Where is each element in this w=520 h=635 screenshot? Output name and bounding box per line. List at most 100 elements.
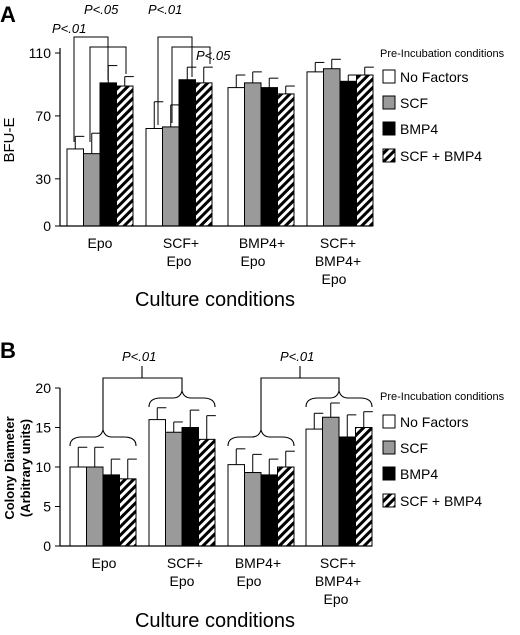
- panel-b-category-label: SCF+ BMP4+ Epo: [315, 555, 361, 607]
- y-tick-label: 0: [43, 218, 51, 234]
- panel-a: A 0 30 70 110 BFU-E Epo SCF+ Epo BMP4+ Epo SC…: [0, 2, 505, 311]
- legend-label-bmp4: BMP4: [400, 121, 438, 137]
- bar-scf-bmp4: [356, 74, 374, 227]
- brace-epo: [69, 428, 137, 447]
- panel-b-significance: [69, 366, 373, 447]
- y-tick-label: 20: [35, 380, 51, 396]
- bar-scf-bmp4: [277, 466, 295, 547]
- legend-label-scf-bmp4: SCF + BMP4: [400, 493, 482, 509]
- legend-swatch-scf-bmp4: [382, 148, 396, 163]
- bar-bmp4: [178, 79, 196, 227]
- y-tick-label: 5: [43, 499, 51, 515]
- bar-scf: [83, 153, 101, 227]
- bar-bmp4: [260, 474, 278, 547]
- panel-b-pvalue-2: P<.01: [280, 349, 314, 364]
- panel-b-cat-bmp4-epo: BMP4+ Epo: [235, 555, 281, 589]
- legend-label-scf: SCF: [400, 95, 428, 111]
- legend-swatch-scf: [382, 440, 396, 455]
- bar-scf: [162, 126, 180, 227]
- panel-b-cat-scf-bmp4-epo: SCF+ BMP4+ Epo: [315, 555, 361, 607]
- legend-label-scf: SCF: [400, 440, 428, 456]
- panel-b-cat-epo: Epo: [92, 555, 117, 571]
- bar-no-factors: [305, 428, 323, 547]
- bar-no-factors: [148, 419, 166, 547]
- legend-label-no-factors: No Factors: [400, 69, 468, 85]
- brace-bmp4-epo: [227, 428, 295, 447]
- panel-b-y-ticks: 0 5 10 15 20: [35, 380, 60, 554]
- bracket-left: [102, 377, 183, 430]
- bar-bmp4: [181, 427, 199, 547]
- bar-no-factors: [227, 464, 245, 547]
- panel-label-a: A: [0, 2, 16, 27]
- y-tick-label: 70: [35, 108, 51, 124]
- bar-bmp4: [102, 474, 120, 547]
- legend-label-no-factors: No Factors: [400, 414, 468, 430]
- panel-a-pvalue-2: P<.05: [84, 2, 119, 17]
- legend-swatch-bmp4: [382, 466, 396, 481]
- panel-a-y-ticks: 0 30 70 110: [29, 45, 60, 234]
- bar-scf: [244, 472, 262, 547]
- y-tick-label: 0: [43, 538, 51, 554]
- panel-a-pvalue-1: P<.01: [52, 21, 86, 36]
- panel-b-x-axis-label: Culture conditions: [135, 610, 295, 632]
- panel-a-legend: No Factors SCF BMP4 SCF + BMP4: [382, 69, 482, 164]
- y-tick-label: 30: [35, 171, 51, 187]
- panel-b-legend: No Factors SCF BMP4 SCF + BMP4: [382, 414, 482, 509]
- panel-a-category-label: SCF+ BMP4+ Epo: [315, 235, 361, 287]
- panel-b-category-label: SCF+ Epo: [167, 555, 203, 589]
- panel-b: B 0 5 10 15 20 Colony Diameter(Arbitrary uni…: [0, 338, 505, 632]
- bar-scf: [244, 82, 262, 227]
- bar-no-factors: [69, 466, 87, 547]
- legend-label-bmp4: BMP4: [400, 466, 438, 482]
- y-tick-label: 15: [35, 420, 51, 436]
- bar-scf-bmp4: [116, 85, 134, 227]
- bar-scf: [323, 68, 341, 227]
- legend-swatch-no-factors: [382, 69, 396, 84]
- panel-a-y-axis-label: BFU-E: [1, 118, 18, 163]
- bar-bmp4: [338, 436, 356, 547]
- brace-scf-bmp4-epo: [305, 389, 373, 408]
- y-tick-label: 110: [29, 45, 52, 61]
- bar-no-factors: [145, 127, 163, 227]
- panel-a-pvalue-4: P<.05: [196, 48, 231, 63]
- panel-a-cat-bmp4-epo: BMP4+ Epo: [239, 235, 285, 269]
- panel-a-category-label: SCF+ Epo: [163, 235, 199, 269]
- panel-b-bars: [69, 402, 373, 547]
- bar-bmp4: [99, 82, 117, 227]
- bar-no-factors: [306, 71, 324, 227]
- legend-swatch-bmp4: [382, 121, 396, 136]
- bar-scf: [322, 416, 340, 547]
- bar-scf-bmp4: [195, 82, 213, 227]
- bar-bmp4: [339, 80, 357, 227]
- panel-a-category-label: Epo: [88, 235, 113, 251]
- legend-swatch-no-factors: [382, 414, 396, 429]
- y-tick-label: 10: [35, 459, 51, 475]
- panel-b-category-label: BMP4+ Epo: [235, 555, 281, 589]
- bar-scf-bmp4: [198, 438, 216, 547]
- panel-a-pvalue-3: P<.01: [148, 2, 182, 17]
- bar-scf-bmp4: [355, 427, 373, 547]
- panel-b-legend-title: Pre-Incubation conditions: [380, 391, 505, 403]
- panel-a-category-label: BMP4+ Epo: [239, 235, 285, 269]
- panel-a-legend-title: Pre-Incubation conditions: [380, 48, 505, 60]
- brace-scf-epo: [148, 389, 216, 408]
- panel-b-category-label: Epo: [92, 555, 117, 571]
- bar-scf-bmp4: [277, 93, 295, 227]
- bar-bmp4: [260, 87, 278, 227]
- panel-b-pvalue-1: P<.01: [122, 349, 156, 364]
- panel-a-significance: [73, 36, 211, 142]
- panel-a-bars: [66, 58, 374, 227]
- bar-scf: [165, 431, 183, 547]
- panel-label-b: B: [0, 338, 16, 363]
- bar-scf: [86, 466, 104, 547]
- bar-no-factors: [227, 87, 245, 227]
- panel-a-cat-epo: Epo: [88, 235, 113, 251]
- legend-swatch-scf: [382, 95, 396, 110]
- panel-a-x-axis-label: Culture conditions: [135, 289, 295, 311]
- panel-b-y-axis-label: Colony Diameter(Arbitrary units): [2, 416, 33, 519]
- panel-b-cat-scf-epo: SCF+ Epo: [167, 555, 203, 589]
- panel-a-cat-scf-epo: SCF+ Epo: [163, 235, 199, 269]
- bar-no-factors: [66, 148, 84, 227]
- panel-a-cat-scf-bmp4-epo: SCF+ BMP4+ Epo: [315, 235, 361, 287]
